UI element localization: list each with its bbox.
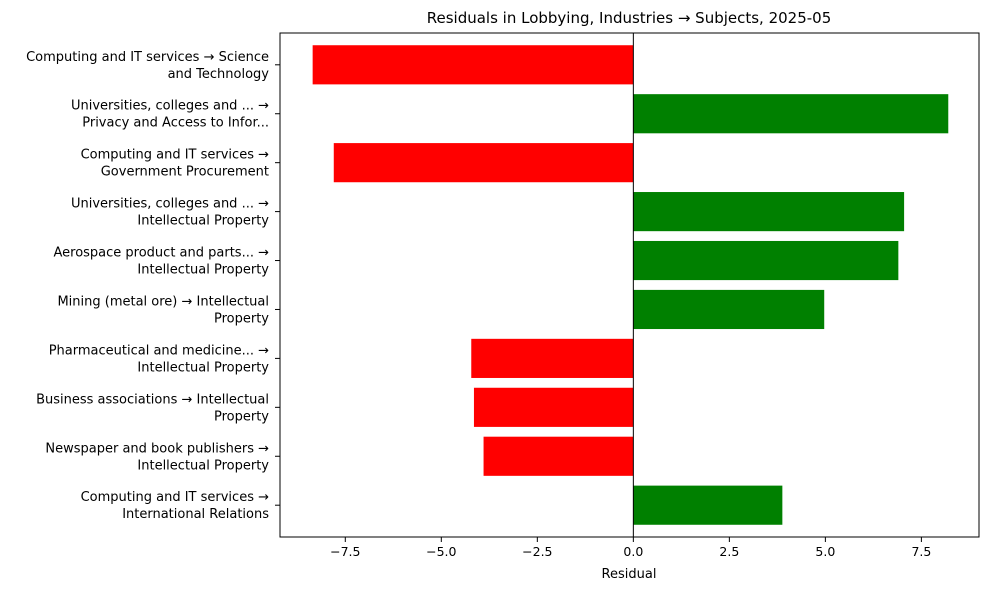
bar-7 (471, 338, 634, 378)
x-tick-label-6: 5.0 (815, 544, 835, 559)
x-axis-title: Residual (602, 567, 657, 582)
y-tick-label-4: Universities, colleges and ... → Intellec… (71, 197, 269, 229)
y-tick-label-6: Mining (metal ore) → Intellectual Propert… (57, 294, 269, 326)
y-tick-label-2: Universities, colleges and ... → Privacy … (71, 99, 269, 131)
x-tick-label-2: −5.0 (426, 544, 456, 559)
x-tick-label-5: 2.5 (719, 544, 739, 559)
x-tick-label-4: 0.0 (623, 544, 643, 559)
x-tick-label-7: 7.5 (911, 544, 931, 559)
bars-layer (312, 45, 949, 525)
y-tick-label-8: Business associations → Intellectual Prop… (36, 392, 269, 424)
x-tick-label-3: −2.5 (522, 544, 552, 559)
plot-frame (279, 32, 980, 538)
y-tick-label-1: Computing and IT services → Science and T… (26, 50, 269, 82)
y-axis-labels: Computing and IT services → Science and T… (26, 50, 280, 522)
chart-title: Residuals in Lobbying, Industries → Subj… (427, 9, 832, 27)
y-tick-label-3: Computing and IT services → Government Pr… (81, 148, 269, 180)
bar-1 (312, 45, 634, 85)
bar-6 (633, 289, 825, 330)
y-tick-label-10: Computing and IT services → International… (81, 490, 270, 522)
bar-9 (483, 436, 634, 476)
bar-8 (473, 387, 634, 427)
bar-5 (633, 240, 899, 281)
x-axis-ticks: −7.5 −5.0 −2.5 0.0 2.5 5.0 7.5 (330, 537, 931, 559)
y-tick-label-7: Pharmaceutical and medicine... → Intellec… (49, 343, 270, 375)
bar-4 (633, 192, 905, 232)
bar-2 (633, 94, 949, 134)
x-tick-label-1: −7.5 (330, 544, 360, 559)
bar-10 (633, 485, 783, 525)
bar-3 (333, 143, 634, 183)
y-tick-label-9: Newspaper and book publishers → Intellect… (45, 441, 269, 473)
y-tick-label-5: Aerospace product and parts... → Intellec… (53, 246, 269, 278)
